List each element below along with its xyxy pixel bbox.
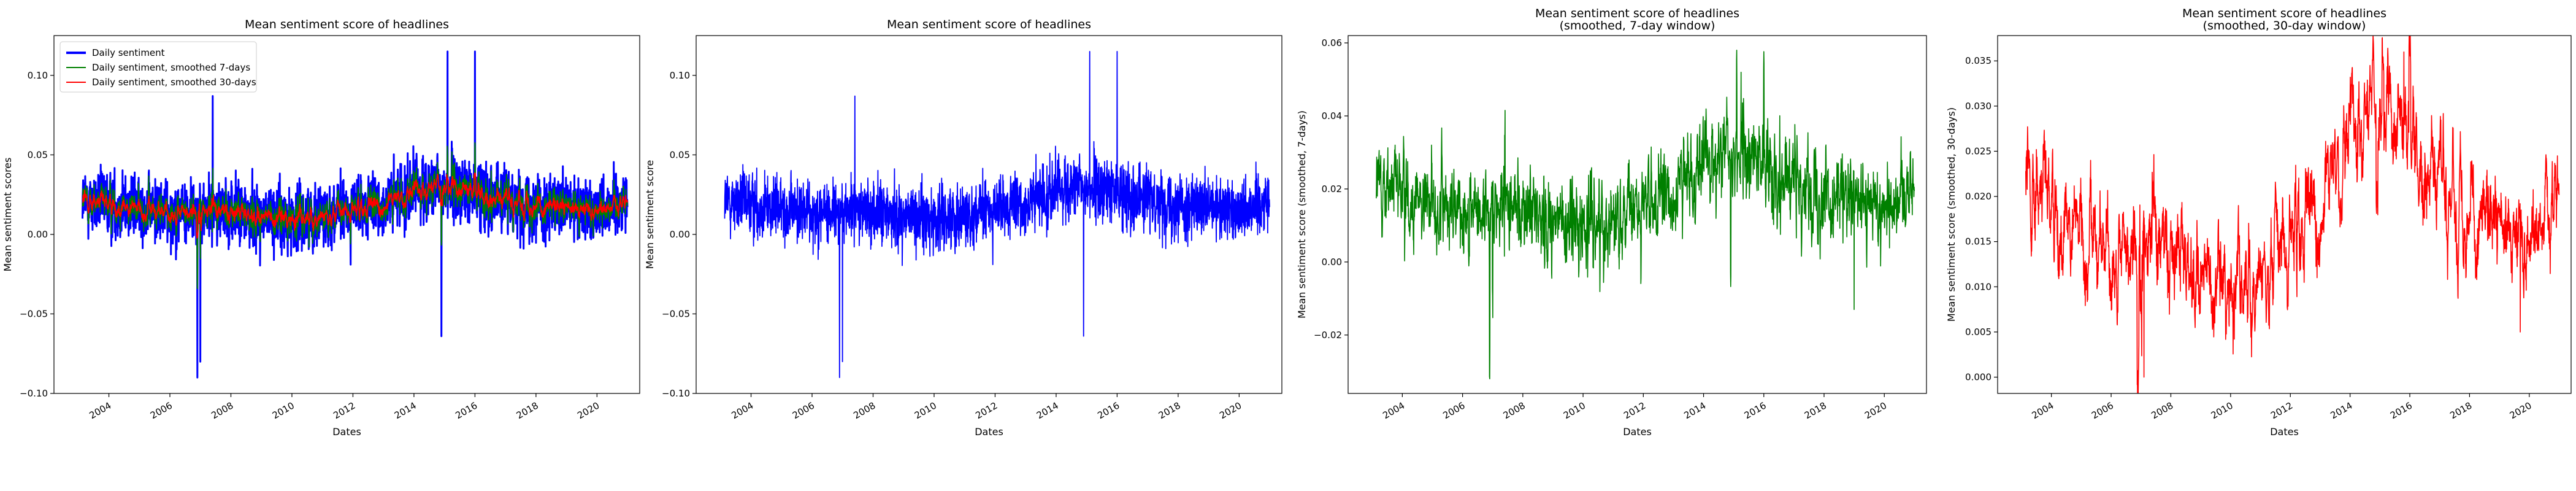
chart-panel-1: −0.10 −0.05 0.00 0.05 0.10 2004 2006 2008 2010 20… [2,18,640,438]
x-axis-label: Dates [975,426,1003,438]
chart-title: Mean sentiment score of headlines [2182,7,2386,20]
y-axis-label: Mean sentiment score [644,160,656,269]
x-tick-label: 2010 [270,400,296,422]
legend: Daily sentiment Daily sentiment, smoothed… [59,41,257,93]
x-tick-label: 2018 [2448,400,2474,422]
x-tick-label: 2016 [453,400,479,422]
axes-frame [696,35,1282,394]
chart-panel-4: 0.000 0.005 0.010 0.015 0.020 0.025 0.030 0.035… [1945,7,2572,438]
chart-title: Mean sentiment score of headlines [887,18,1091,31]
chart-panel-2: −0.10 −0.05 0.00 0.05 0.10 2004 2006 2008 2010 20… [644,18,1282,438]
x-tick-label: 2004 [2030,400,2056,422]
x-axis-label: Dates [332,426,361,438]
x-tick-label: 2006 [2090,400,2115,422]
x-tick-label: 2012 [973,400,999,422]
x-tick-label: 2012 [2269,400,2294,422]
x-tick-label: 2018 [515,400,540,422]
y-axis-label: Mean sentiment score (smoothed, 7-days) [1296,110,1308,319]
series-line-3-1 [1376,50,1915,379]
y-tick-label: 0.010 [1965,281,1991,292]
x-tick-label: 2012 [331,400,357,422]
y-tick-label: 0.00 [1322,257,1342,268]
y-tick-label: 0.005 [1965,327,1991,338]
legend-box [59,41,257,93]
x-tick-label: 2014 [1682,400,1708,422]
x-tick-label: 2004 [729,400,755,422]
series-line-4-1 [2025,36,2560,393]
axes-frame [1347,35,1927,394]
chart-title: Mean sentiment score of headlines [1535,7,1739,20]
chart-panel-3: −0.02 0.00 0.02 0.04 0.06 2004 2006 2008 2010 201… [1296,7,1927,438]
y-tick-label: −0.10 [20,388,48,399]
series-line-1-3 [82,172,628,239]
axes-frame [53,35,640,394]
x-tick-label: 2010 [2209,400,2235,422]
x-tick-label: 2006 [148,400,174,422]
x-tick-label: 2012 [1622,400,1647,422]
y-tick-label: −0.02 [1314,330,1342,341]
chart-title: Mean sentiment score of headlines [245,18,449,31]
x-tick-label: 2010 [1562,400,1587,422]
y-tick-label: 0.00 [28,229,48,240]
x-tick-label: 2020 [1217,400,1243,422]
y-tick-label: 0.10 [670,70,690,81]
x-tick-label: 2004 [87,400,113,422]
x-tick-label: 2014 [2329,400,2355,422]
x-tick-label: 2020 [575,400,601,422]
x-tick-label: 2008 [2149,400,2175,422]
x-tick-label: 2008 [1501,400,1527,422]
series-line-1-1 [82,50,629,379]
x-tick-label: 2020 [1863,400,1888,422]
y-tick-label: 0.04 [1322,110,1342,122]
x-tick-label: 2018 [1157,400,1183,422]
y-axis-label: Mean sentiment score (smoothed, 30-days) [1945,107,1957,322]
y-tick-label: 0.035 [1965,55,1991,66]
x-tick-label: 2006 [791,400,816,422]
legend-entry: Daily sentiment, smoothed 7-days [92,62,250,73]
x-tick-label: 2008 [851,400,877,422]
y-tick-label: 0.10 [28,70,48,81]
x-tick-label: 2018 [1803,400,1828,422]
y-tick-label: 0.05 [670,149,690,160]
y-tick-label: 0.06 [1322,37,1342,48]
x-axis-label: Dates [1623,426,1652,438]
y-tick-label: 0.015 [1965,236,1991,247]
chart-subtitle: (smoothed, 7-day window) [1560,19,1715,33]
axes-frame [1997,35,2572,394]
y-tick-label: 0.05 [28,149,48,160]
x-tick-label: 2010 [913,400,938,422]
y-tick-label: 0.030 [1965,101,1991,112]
x-axis-label: Dates [2270,426,2299,438]
x-tick-label: 2014 [1035,400,1060,422]
x-tick-label: 2004 [1381,400,1406,422]
x-tick-label: 2016 [2388,400,2414,422]
x-tick-label: 2016 [1742,400,1768,422]
legend-entry: Daily sentiment [92,47,165,58]
legend-entry: Daily sentiment, smoothed 30-days [92,77,256,88]
series-line-2-1 [724,51,1270,378]
y-tick-label: 0.02 [1322,184,1342,195]
y-tick-label: 0.000 [1965,372,1991,383]
y-tick-label: 0.025 [1965,145,1991,157]
y-tick-label: −0.10 [662,388,690,399]
x-tick-label: 2016 [1095,400,1121,422]
x-tick-label: 2006 [1441,400,1467,422]
y-tick-label: −0.05 [662,308,690,319]
y-tick-label: −0.05 [20,308,48,319]
x-tick-label: 2020 [2508,400,2534,422]
y-tick-label: 0.020 [1965,191,1991,202]
x-tick-label: 2008 [209,400,235,422]
y-tick-label: 0.00 [670,229,690,240]
chart-subtitle: (smoothed, 30-day window) [2203,19,2366,33]
y-axis-label: Mean sentiment scores [2,158,13,272]
x-tick-label: 2014 [393,400,418,422]
